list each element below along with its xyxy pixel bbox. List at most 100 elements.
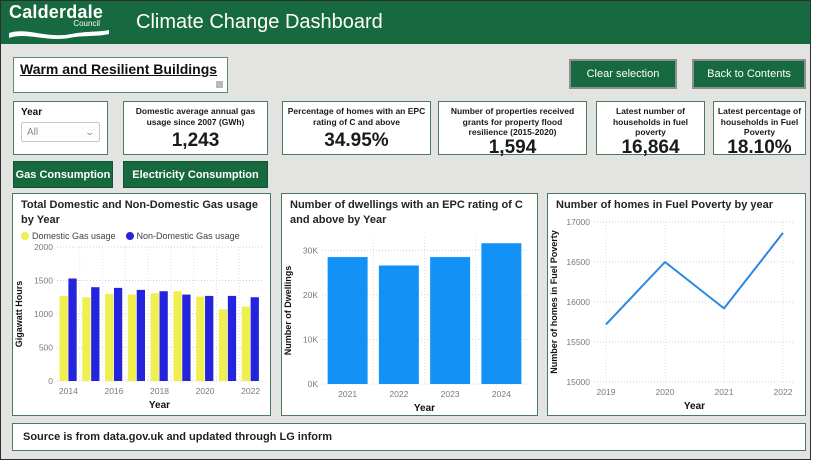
bar-2016-0[interactable] [105, 293, 114, 381]
legend-dot-icon [125, 231, 134, 240]
bar-2014-0[interactable] [59, 295, 68, 381]
svg-text:2022: 2022 [389, 389, 408, 399]
bar-2016-1[interactable] [113, 287, 123, 381]
kpi-title: Latest percentage of households in Fuel … [717, 106, 802, 138]
bar-2017-1[interactable] [136, 289, 146, 381]
legend-label: Domestic Gas usage [32, 230, 116, 241]
bar-2021-1[interactable] [227, 295, 237, 381]
kpi-fuel-poverty-count: Latest number of households in fuel pove… [596, 101, 705, 157]
bar-2022-1[interactable] [250, 296, 259, 381]
year-slicer: Year All ⌄ [13, 101, 108, 155]
kpi-epc-percentage: Percentage of homes with an EPC rating o… [282, 101, 431, 155]
svg-text:10K: 10K [303, 334, 318, 344]
electricity-consumption-label: Electricity Consumption [132, 168, 259, 181]
bar-2019-1[interactable] [182, 294, 191, 381]
kpi-fuel-poverty-percentage: Latest percentage of households in Fuel … [713, 101, 806, 157]
kpi-value: 18.10% [727, 136, 792, 158]
bar-2023[interactable] [430, 256, 471, 384]
chart-title: Total Domestic and Non-Domestic Gas usag… [21, 199, 258, 226]
chart-legend: Domestic Gas usage Non-Domestic Gas usage [13, 229, 270, 241]
bar-2018-1[interactable] [159, 290, 168, 381]
electricity-consumption-button[interactable]: Electricity Consumption [123, 161, 268, 188]
svg-text:2022: 2022 [774, 387, 793, 397]
back-to-contents-button[interactable]: Back to Contents [692, 59, 806, 89]
svg-text:Year: Year [414, 403, 435, 414]
kpi-title: Number of properties received grants for… [450, 106, 575, 138]
bar-2022[interactable] [378, 265, 419, 384]
svg-text:1500: 1500 [34, 275, 53, 285]
calderdale-council-logo: Calderdale Council [9, 2, 114, 41]
bar-2019-0[interactable] [173, 290, 182, 381]
gas-usage-grouped-bar-chart[interactable]: 0 500 1000 1500 2000 Gigawatt Hours Year 2014 20… [13, 241, 270, 411]
legend-label: Non-Domestic Gas usage [136, 230, 240, 241]
kpi-title: Percentage of homes with an EPC rating o… [287, 106, 426, 127]
bar-2020-1[interactable] [205, 295, 214, 381]
svg-text:20K: 20K [303, 290, 318, 300]
svg-text:Number of homes in Fuel Povert: Number of homes in Fuel Poverty [549, 230, 559, 374]
svg-text:2020: 2020 [196, 386, 215, 396]
legend-item[interactable]: Domestic Gas usage [21, 231, 116, 241]
bar-2015-1[interactable] [91, 286, 100, 381]
fuel-poverty-line-chart[interactable]: 15000 15500 16000 16500 17000 Number of homes… [548, 214, 805, 412]
kpi-value: 16,864 [621, 136, 680, 158]
kpi-title: Latest number of households in fuel pove… [612, 106, 689, 138]
chart-title: Number of homes in Fuel Poverty by year [556, 199, 774, 211]
svg-text:2023: 2023 [441, 389, 460, 399]
gas-consumption-label: Gas Consumption [15, 168, 111, 181]
svg-text:500: 500 [39, 342, 53, 352]
fuel-poverty-chart-panel: Number of homes in Fuel Poverty by year … [547, 193, 806, 416]
bar-2024[interactable] [481, 242, 522, 384]
svg-text:Year: Year [149, 400, 170, 411]
gas-consumption-button[interactable]: Gas Consumption [13, 161, 113, 188]
kpi-flood-grants: Number of properties received grants for… [438, 101, 587, 157]
bar-2021-0[interactable] [218, 308, 228, 381]
svg-text:2016: 2016 [104, 386, 123, 396]
year-dropdown-value: All [27, 126, 39, 138]
bar-2015-0[interactable] [82, 296, 91, 381]
svg-text:2020: 2020 [656, 387, 675, 397]
source-text: Source is from data.gov.uk and updated t… [23, 431, 333, 443]
svg-text:2022: 2022 [241, 386, 260, 396]
svg-text:Number of Dwellings: Number of Dwellings [283, 265, 293, 355]
svg-text:2019: 2019 [597, 387, 616, 397]
bar-2021[interactable] [327, 256, 368, 384]
epc-dwellings-bar-chart[interactable]: 0K 10K 20K 30K Number of Dwellings Year 2021 20… [282, 229, 537, 414]
fuel-poverty-trend-line[interactable] [605, 232, 784, 325]
logo-text: Calderdale [9, 2, 104, 22]
svg-text:17000: 17000 [566, 217, 590, 227]
resize-handle [216, 81, 223, 88]
svg-text:0K: 0K [308, 379, 319, 389]
svg-text:16000: 16000 [566, 297, 590, 307]
section-title: Warm and Resilient Buildings [20, 61, 218, 77]
clear-selection-label: Clear selection [586, 68, 660, 80]
bar-2014-1[interactable] [68, 278, 77, 381]
legend-item[interactable]: Non-Domestic Gas usage [125, 230, 240, 241]
svg-text:16500: 16500 [566, 257, 590, 267]
kpi-value: 34.95% [324, 130, 389, 151]
svg-text:Gigawatt Hours: Gigawatt Hours [14, 280, 24, 347]
clear-selection-button[interactable]: Clear selection [569, 59, 677, 89]
logo-subtext: Council [73, 19, 100, 28]
bar-2022-0[interactable] [241, 306, 251, 381]
svg-text:15500: 15500 [566, 337, 590, 347]
year-slicer-label: Year [21, 107, 43, 118]
legend-dot-icon [21, 231, 29, 240]
svg-text:2021: 2021 [338, 389, 357, 399]
year-dropdown[interactable]: All ⌄ [21, 122, 100, 142]
svg-text:15000: 15000 [566, 377, 590, 387]
svg-text:2021: 2021 [715, 387, 734, 397]
epc-dwellings-chart-panel: Number of dwellings with an EPC rating o… [281, 193, 538, 416]
svg-text:Year: Year [684, 401, 705, 412]
svg-text:0: 0 [48, 376, 53, 386]
bar-2017-0[interactable] [127, 294, 137, 381]
section-title-box: Warm and Resilient Buildings [13, 57, 228, 93]
svg-text:2024: 2024 [492, 389, 511, 399]
chart-title: Number of dwellings with an EPC rating o… [290, 199, 523, 226]
kpi-value: 1,594 [488, 136, 537, 158]
header-bar: Calderdale Council Climate Change Dashbo… [1, 1, 810, 44]
svg-text:2014: 2014 [59, 386, 78, 396]
kpi-value: 1,243 [171, 130, 220, 151]
bar-2020-0[interactable] [196, 296, 205, 381]
bar-2018-0[interactable] [150, 292, 159, 381]
